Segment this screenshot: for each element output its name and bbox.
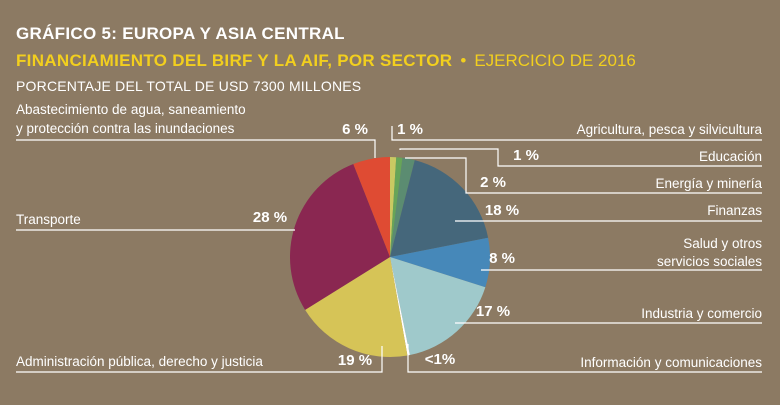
figure-title: GRÁFICO 5: EUROPA Y ASIA CENTRAL — [16, 24, 345, 43]
pie-slice-2 — [390, 157, 403, 257]
leader-line-3 — [405, 157, 762, 194]
data-label-4: 18 % — [485, 202, 519, 219]
category-label-10-line-2: y protección contra las inundaciones — [16, 121, 235, 136]
leader-line-1 — [391, 126, 762, 141]
category-label-9: Transporte — [16, 212, 81, 227]
category-label-3: Energía y minería — [655, 176, 762, 191]
pie-slice-6 — [390, 257, 486, 355]
leader-line-7 — [407, 344, 762, 373]
subtitle-separator: • — [460, 51, 467, 70]
leader-line-2 — [399, 148, 762, 167]
pie-slice-5 — [390, 237, 490, 288]
data-label-8: 19 % — [338, 352, 372, 369]
category-label-1: Agricultura, pesca y silvicultura — [577, 122, 763, 137]
pie-slice-7 — [390, 257, 410, 356]
pie-slice-3 — [390, 157, 415, 257]
data-label-6: 17 % — [476, 303, 510, 320]
data-label-1: 1 % — [397, 121, 423, 138]
category-label-7: Información y comunicaciones — [580, 355, 762, 370]
category-label-2: Educación — [699, 149, 762, 164]
pie-slice-4 — [390, 160, 489, 257]
pie-slice-8 — [305, 257, 408, 358]
subtitle-year: EJERCICIO DE 2016 — [474, 51, 636, 70]
data-label-3: 2 % — [480, 174, 506, 191]
category-label-8: Administración pública, derecho y justic… — [16, 354, 263, 369]
leader-line-8 — [16, 346, 383, 373]
category-label-10-line-1: Abastecimiento de agua, saneamiento — [16, 102, 246, 117]
category-label-5-line-1: Salud y otros — [683, 236, 762, 251]
leader-line-10 — [16, 139, 376, 158]
unit-line: PORCENTAJE DEL TOTAL DE USD 7300 MILLONE… — [16, 78, 362, 94]
data-label-7: <1% — [425, 351, 455, 368]
data-label-5: 8 % — [489, 250, 515, 267]
data-label-2: 1 % — [513, 147, 539, 164]
data-label-10: 6 % — [342, 121, 368, 138]
category-label-4: Finanzas — [707, 203, 762, 218]
chart-subtitle: FINANCIAMIENTO DEL BIRF Y LA AIF, POR SE… — [16, 51, 636, 71]
category-label-6: Industria y comercio — [641, 306, 762, 321]
pie-slice-10 — [353, 157, 390, 257]
category-label-5-line-2: servicios sociales — [657, 254, 762, 269]
pie-slice-1 — [390, 157, 397, 257]
data-label-9: 28 % — [253, 209, 287, 226]
pie-slice-9 — [289, 163, 390, 310]
subtitle-main: FINANCIAMIENTO DEL BIRF Y LA AIF, POR SE… — [16, 51, 453, 70]
